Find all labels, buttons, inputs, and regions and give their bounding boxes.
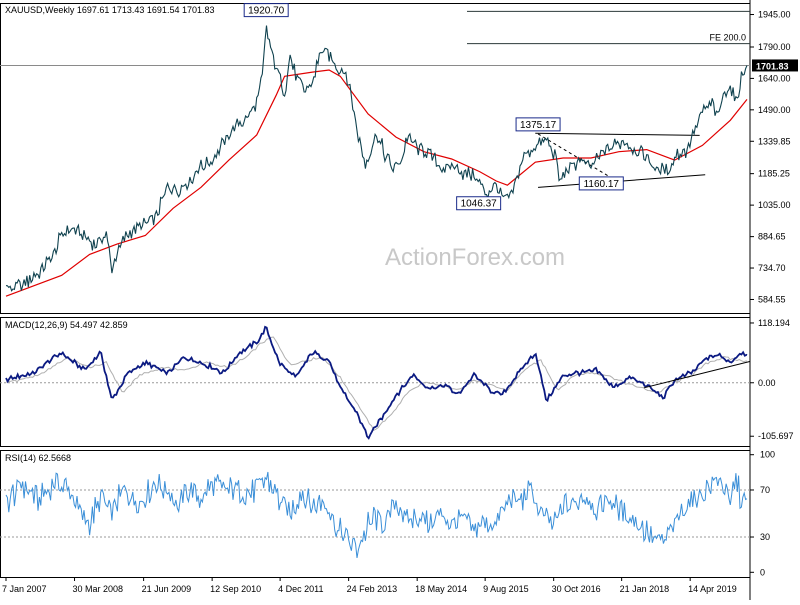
rsi-y-tick-label: 70 bbox=[760, 485, 770, 495]
rsi-title: RSI(14) 62.5668 bbox=[5, 453, 71, 463]
price-title: XAUUSD,Weekly 1697.61 1713.43 1691.54 17… bbox=[5, 5, 214, 15]
watermark: ActionForex.com bbox=[385, 244, 565, 271]
x-axis-label: 18 May 2014 bbox=[415, 584, 467, 594]
price-annotation-box bbox=[578, 176, 624, 191]
x-axis-label: 21 Jan 2018 bbox=[620, 584, 670, 594]
macd-signal-line bbox=[5, 336, 748, 431]
price-annotation-box bbox=[456, 196, 502, 211]
price-trendline bbox=[537, 133, 614, 180]
x-axis-label: 12 Sep 2010 bbox=[210, 584, 261, 594]
price-y-tick-label: 734.70 bbox=[758, 263, 786, 273]
price-y-tick-label: 1945.00 bbox=[758, 10, 791, 20]
price-y-tick-label: 1490.00 bbox=[758, 105, 791, 115]
price-annotation-label: 1046.37 bbox=[461, 199, 498, 210]
price-annotation-label: 1375.17 bbox=[520, 120, 557, 131]
x-axis-label: 21 Jun 2009 bbox=[142, 584, 192, 594]
x-axis-label: 7 Jan 2007 bbox=[2, 584, 47, 594]
macd-y-tick-label: -105.697 bbox=[758, 431, 794, 441]
fe-200-label: FE 200.0 bbox=[709, 33, 746, 43]
price-y-tick-label: 1035.00 bbox=[758, 200, 791, 210]
x-axis-label: 9 Aug 2015 bbox=[483, 584, 529, 594]
x-axis-label: 30 Oct 2016 bbox=[552, 584, 601, 594]
price-annotation-label: 1160.17 bbox=[584, 179, 620, 190]
macd-title: MACD(12,26,9) 54.497 42.859 bbox=[5, 320, 128, 330]
price-y-tick-label: 584.55 bbox=[758, 294, 786, 304]
x-axis-label: 24 Feb 2013 bbox=[347, 584, 398, 594]
price-y-tick-label: 884.65 bbox=[758, 232, 786, 242]
last-price-label: 1701.83 bbox=[756, 61, 789, 71]
rsi-line bbox=[5, 471, 748, 558]
rsi-y-tick-label: 30 bbox=[760, 532, 770, 542]
price-annotation-label: 1920.70 bbox=[248, 6, 285, 17]
macd-trendline bbox=[643, 361, 750, 389]
macd-y-tick-label: 118.194 bbox=[758, 318, 790, 328]
price-y-tick-label: 1790.00 bbox=[758, 42, 791, 52]
price-y-tick-label: 1185.25 bbox=[758, 169, 790, 179]
macd-y-tick-label: 0.00 bbox=[758, 378, 776, 388]
price-y-tick-label: 1640.00 bbox=[758, 73, 791, 83]
rsi-y-tick-label: 0 bbox=[760, 567, 765, 577]
last-price-tag bbox=[752, 59, 798, 72]
price-y-tick-label: 1339.85 bbox=[758, 136, 791, 146]
price-annotation-box bbox=[243, 3, 289, 18]
rsi-y-tick-label: 100 bbox=[760, 450, 775, 460]
x-axis-label: 30 Mar 2008 bbox=[73, 584, 124, 594]
x-axis-label: 14 Apr 2019 bbox=[688, 584, 737, 594]
price-annotation-box bbox=[515, 117, 561, 132]
price-trendline bbox=[535, 132, 700, 136]
macd-main-line bbox=[5, 325, 748, 440]
x-axis-label: 4 Dec 2011 bbox=[278, 584, 323, 594]
moving-average-line bbox=[5, 69, 748, 297]
price-line bbox=[5, 25, 748, 292]
